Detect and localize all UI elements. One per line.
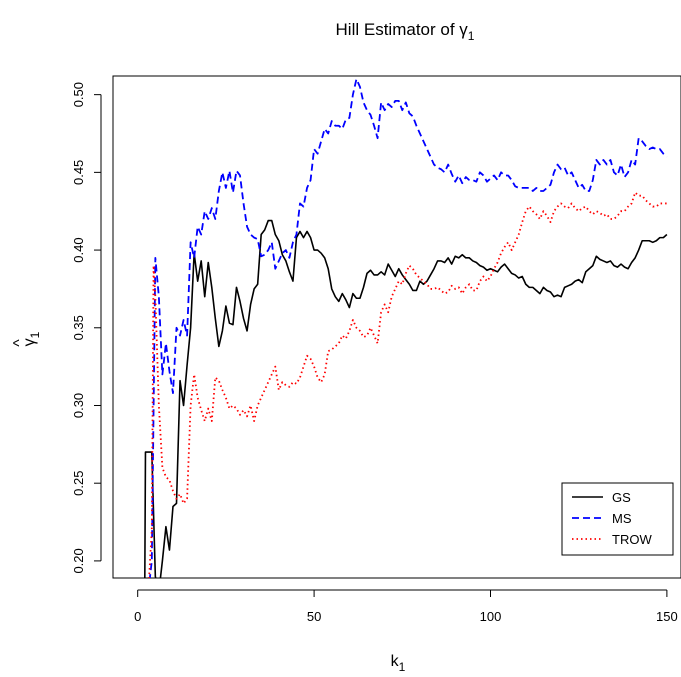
x-axis-title: k1 bbox=[391, 653, 406, 674]
x-tick-label: 0 bbox=[134, 609, 141, 624]
chart-title: Hill Estimator of γ1 bbox=[336, 20, 475, 43]
x-tick-label: 50 bbox=[307, 609, 321, 624]
plot-frame bbox=[112, 75, 681, 579]
x-tick-label: 100 bbox=[480, 609, 502, 624]
y-tick-label: 0.35 bbox=[71, 315, 86, 340]
legend-label-gs: GS bbox=[612, 490, 631, 505]
series-group bbox=[144, 78, 668, 578]
y-tick-label: 0.40 bbox=[71, 237, 86, 262]
svg-text:γ1: γ1 bbox=[21, 331, 42, 346]
legend-label-trow: TROW bbox=[612, 532, 652, 547]
y-axis: 0.20 0.25 0.30 0.35 0.40 0.45 0.50 bbox=[71, 82, 102, 574]
y-tick-label: 0.20 bbox=[71, 548, 86, 573]
x-axis: 0 50 100 150 bbox=[134, 589, 678, 624]
y-tick-label: 0.45 bbox=[71, 160, 86, 185]
x-tick-label: 150 bbox=[656, 609, 678, 624]
y-axis-title-hat: ^ bbox=[11, 339, 28, 347]
y-tick-label: 0.50 bbox=[71, 82, 86, 107]
series-line-trow bbox=[148, 191, 667, 578]
y-tick-label: 0.25 bbox=[71, 471, 86, 496]
legend-label-ms: MS bbox=[612, 511, 632, 526]
legend: GS MS TROW bbox=[561, 482, 674, 556]
y-tick-label: 0.30 bbox=[71, 393, 86, 418]
y-axis-title: γ1 ^ bbox=[11, 331, 42, 346]
legend-box bbox=[561, 482, 674, 556]
